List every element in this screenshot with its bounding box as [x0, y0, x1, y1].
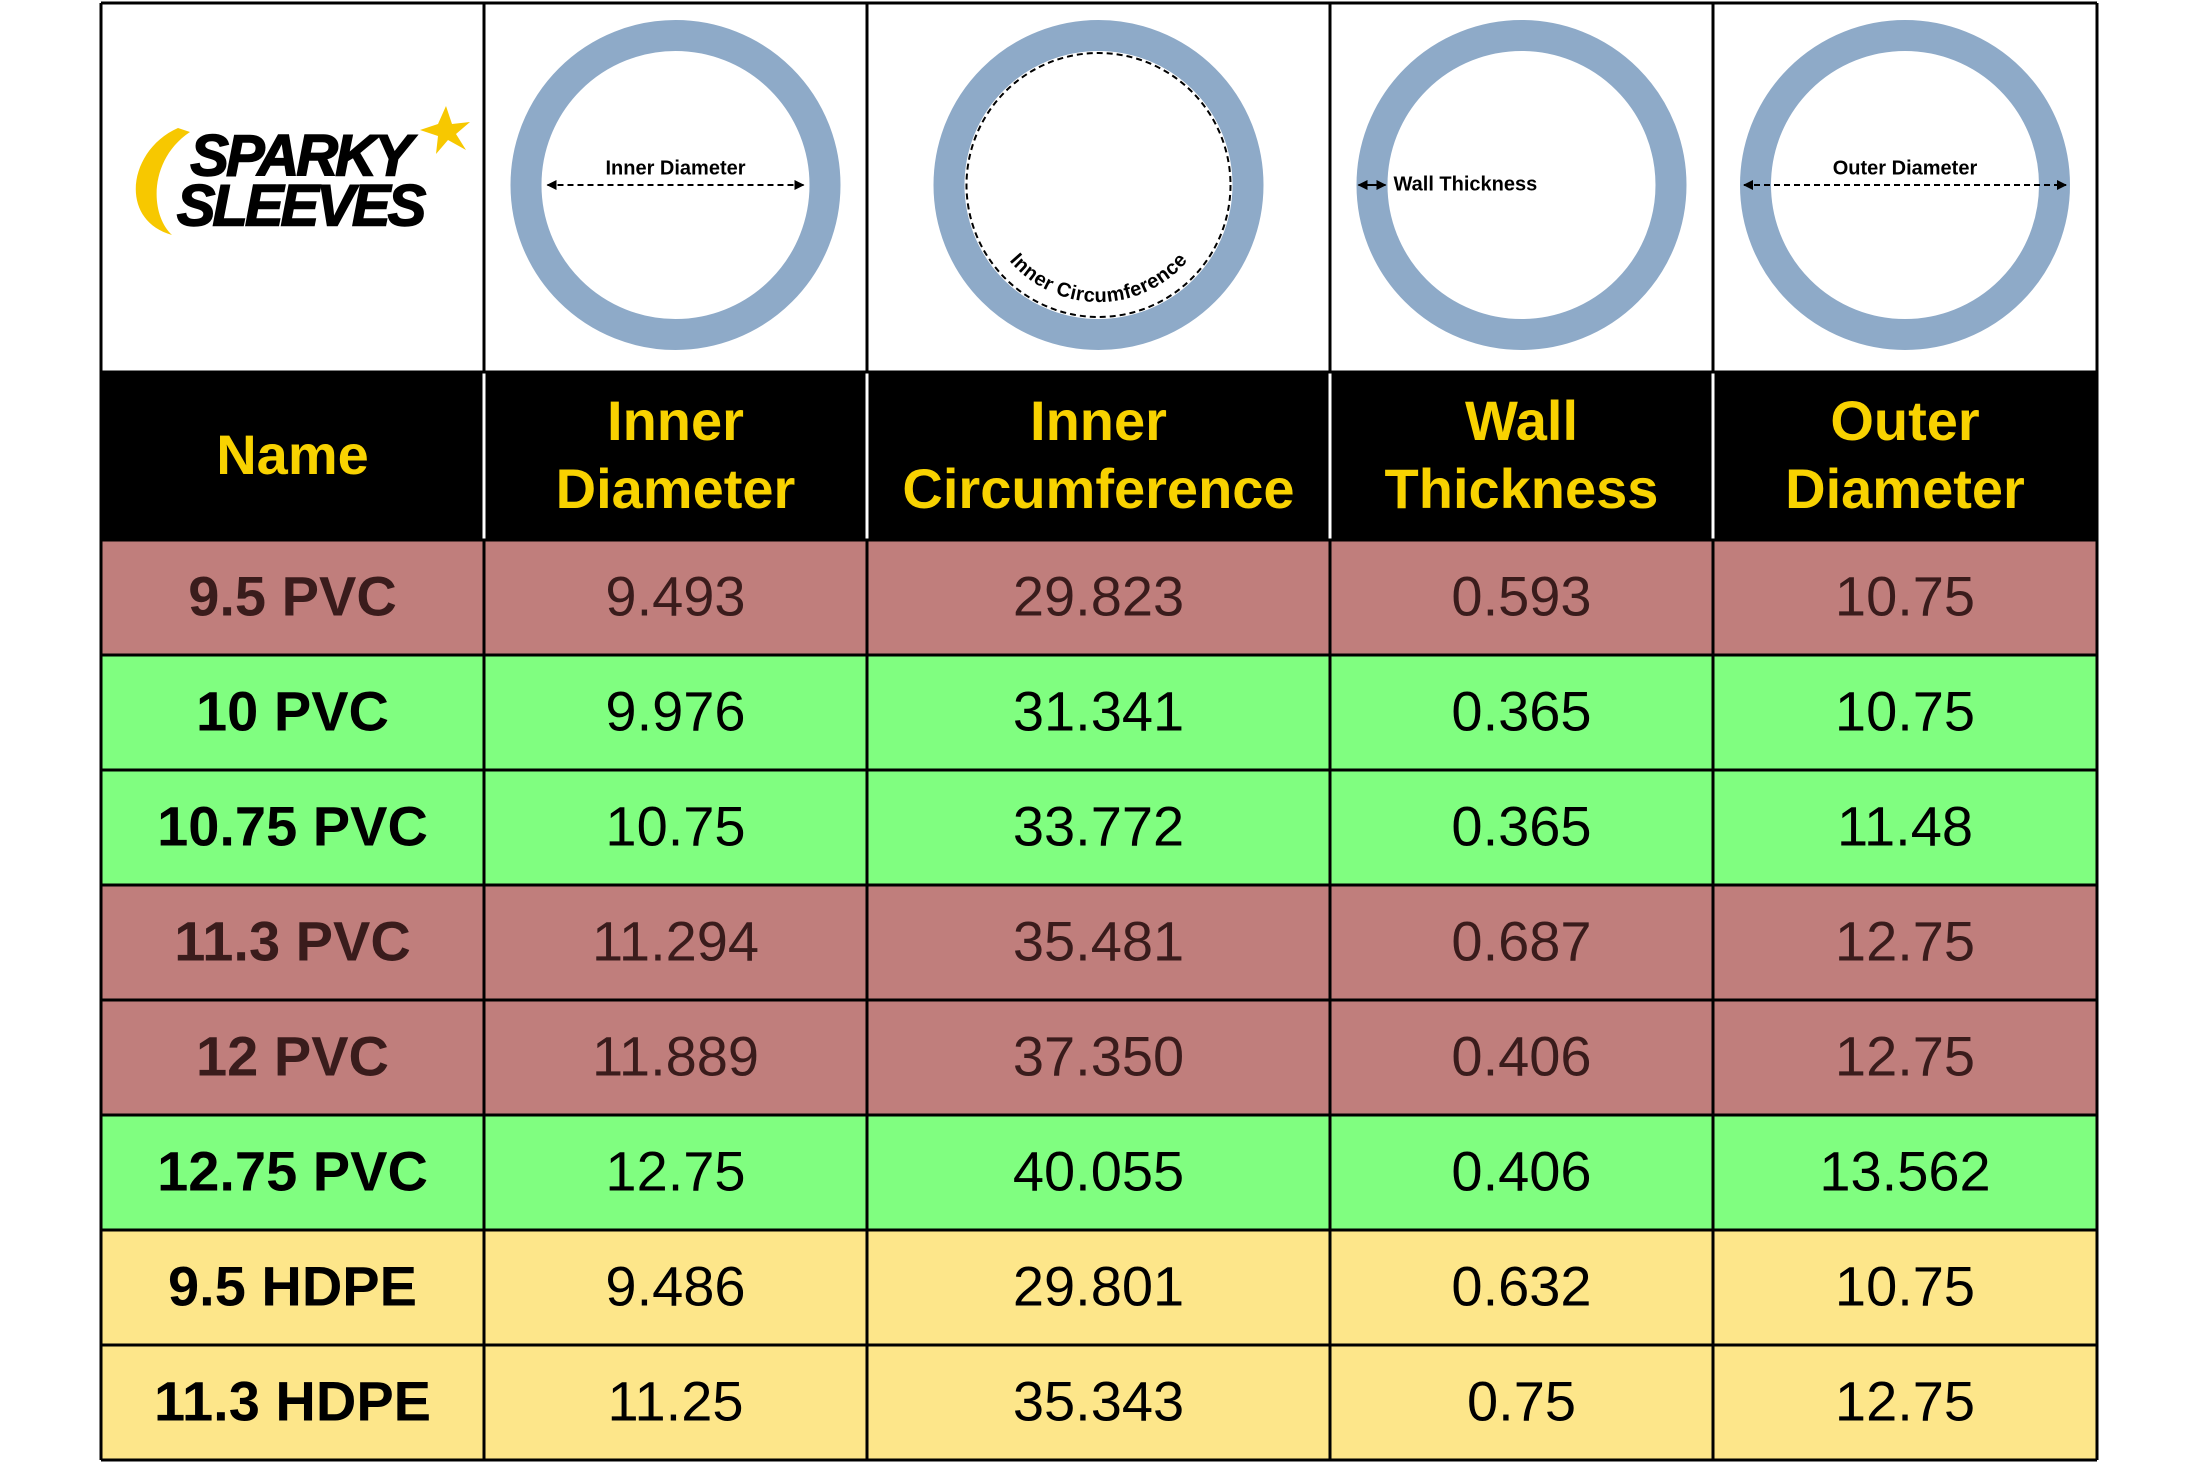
- row-background: [101, 540, 2097, 655]
- row-name: 11.3 HDPE: [154, 1369, 431, 1432]
- diagram: Inner Diameter: [510, 20, 841, 350]
- column-header: Diameter: [556, 457, 796, 520]
- cell-value: 35.343: [1013, 1369, 1184, 1432]
- diagram-label-text: Inner Circumference: [1005, 249, 1192, 307]
- diagram-label: Outer Diameter: [1833, 157, 1978, 179]
- header-background: [101, 372, 2097, 540]
- column-header: Name: [216, 423, 369, 486]
- row-name: 9.5 PVC: [188, 564, 397, 627]
- diagram: Inner Circumference: [933, 20, 1264, 350]
- diagram-label: Wall Thickness: [1394, 173, 1538, 195]
- diagram-label: Inner Diameter: [605, 157, 745, 179]
- row-name: 12.75 PVC: [157, 1139, 428, 1202]
- cell-value: 0.406: [1451, 1024, 1591, 1087]
- cell-value: 0.365: [1451, 794, 1591, 857]
- cell-value: 31.341: [1013, 679, 1184, 742]
- column-header: Thickness: [1385, 457, 1659, 520]
- cell-value: 0.632: [1451, 1254, 1591, 1317]
- row-name: 12 PVC: [196, 1024, 389, 1087]
- cell-value: 11.25: [608, 1369, 744, 1432]
- column-header: Diameter: [1785, 457, 2025, 520]
- row-background: [101, 1000, 2097, 1115]
- row-background: [101, 770, 2097, 885]
- row-name: 11.3 PVC: [174, 909, 411, 972]
- cell-value: 13.562: [1819, 1139, 1990, 1202]
- row-background: [101, 1345, 2097, 1460]
- cell-value: 0.406: [1451, 1139, 1591, 1202]
- logo-crescent: [135, 128, 190, 235]
- row-background: [101, 1230, 2097, 1345]
- diagram: Wall Thickness: [1356, 20, 1687, 350]
- cell-value: 10.75: [605, 794, 745, 857]
- label-path: [987, 185, 1211, 297]
- cell-value: 37.350: [1013, 1024, 1184, 1087]
- ring: [510, 20, 841, 350]
- cell-value: 9.486: [605, 1254, 745, 1317]
- cell-value: 11.889: [592, 1024, 759, 1087]
- cell-value: 0.687: [1451, 909, 1591, 972]
- row-background: [101, 885, 2097, 1000]
- cell-value: 9.976: [605, 679, 745, 742]
- row-background: [101, 1115, 2097, 1230]
- column-header: Wall: [1465, 389, 1578, 452]
- diagram-label: Inner Circumference: [1005, 249, 1192, 307]
- cell-value: 33.772: [1013, 794, 1184, 857]
- cell-value: 9.493: [605, 564, 745, 627]
- cell-value: 10.75: [1835, 1254, 1975, 1317]
- dimension-circle: [965, 52, 1232, 318]
- cell-value: 11.48: [1837, 794, 1973, 857]
- logo-star: [420, 106, 470, 154]
- cell-value: 0.75: [1467, 1369, 1576, 1432]
- diagram: Outer Diameter: [1740, 20, 2070, 350]
- cell-value: 29.823: [1013, 564, 1184, 627]
- cell-value: 40.055: [1013, 1139, 1184, 1202]
- ring: [933, 20, 1264, 350]
- cell-value: 12.75: [1835, 1024, 1975, 1087]
- logo-text: SPARKY: [190, 123, 418, 188]
- cell-value: 35.481: [1013, 909, 1184, 972]
- cell-value: 0.365: [1451, 679, 1591, 742]
- cell-value: 12.75: [1835, 909, 1975, 972]
- column-header: Inner: [1030, 389, 1167, 452]
- column-header: Inner: [607, 389, 744, 452]
- column-header: Circumference: [902, 457, 1294, 520]
- cell-value: 11.294: [592, 909, 759, 972]
- column-header: Outer: [1830, 389, 1979, 452]
- cell-value: 12.75: [1835, 1369, 1975, 1432]
- cell-value: 10.75: [1835, 679, 1975, 742]
- row-name: 10 PVC: [196, 679, 389, 742]
- row-background: [101, 655, 2097, 770]
- cell-value: 10.75: [1835, 564, 1975, 627]
- row-name: 9.5 HDPE: [168, 1254, 417, 1317]
- cell-value: 0.593: [1451, 564, 1591, 627]
- row-name: 10.75 PVC: [157, 794, 428, 857]
- cell-value: 12.75: [605, 1139, 745, 1202]
- logo-text: SLEEVES: [177, 173, 427, 238]
- cell-value: 29.801: [1013, 1254, 1184, 1317]
